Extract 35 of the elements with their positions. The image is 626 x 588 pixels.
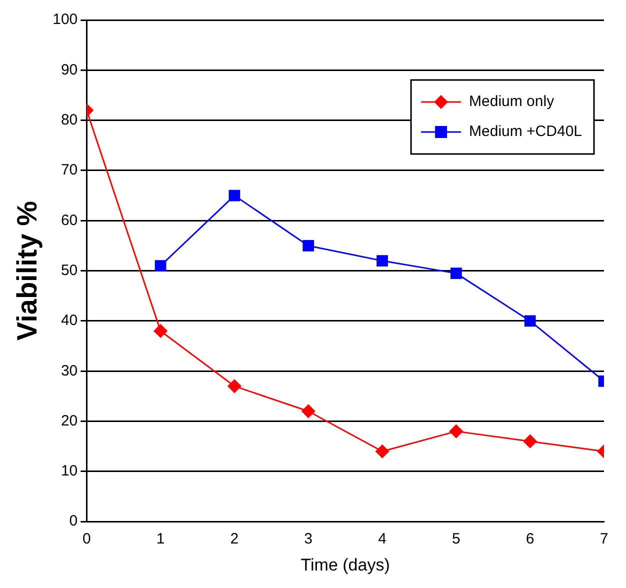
x-tick-label: 5 [452, 530, 460, 548]
point [449, 424, 463, 438]
y-tick-label: 100 [52, 11, 78, 28]
x-tick-label: 4 [378, 530, 386, 548]
x-tick-label: 2 [230, 530, 239, 548]
point [228, 190, 240, 202]
x-tick-label: 6 [526, 530, 534, 548]
y-tick-label: 50 [60, 262, 78, 279]
y-tick-label: 20 [60, 412, 78, 430]
point [524, 315, 536, 327]
point [376, 255, 388, 266]
y-tick-label: 60 [60, 212, 78, 229]
y-tick-label: 40 [60, 312, 78, 330]
point [450, 268, 462, 280]
point [302, 404, 316, 418]
point [523, 434, 537, 448]
x-axis-title: Time (days) [300, 555, 390, 574]
y-tick-label: 80 [60, 111, 78, 128]
y-tick-label: 0 [69, 512, 78, 530]
x-tick-label: 0 [82, 530, 91, 548]
y-axis-title: Viability % [12, 200, 43, 341]
y-tick-label: 30 [60, 362, 78, 380]
x-tick-label: 7 [600, 530, 608, 548]
y-tick-label: 90 [60, 61, 78, 78]
point [228, 379, 242, 393]
point [154, 260, 166, 272]
x-tick-label: 1 [156, 530, 165, 548]
x-tick-label: 3 [304, 530, 313, 548]
point [154, 324, 168, 338]
legend-label: Medium +CD40L [469, 123, 582, 140]
point [302, 240, 314, 252]
point [376, 444, 390, 458]
y-tick-label: 10 [60, 462, 78, 480]
y-tick-label: 70 [60, 162, 78, 179]
legend-label: Medium only [469, 93, 555, 110]
